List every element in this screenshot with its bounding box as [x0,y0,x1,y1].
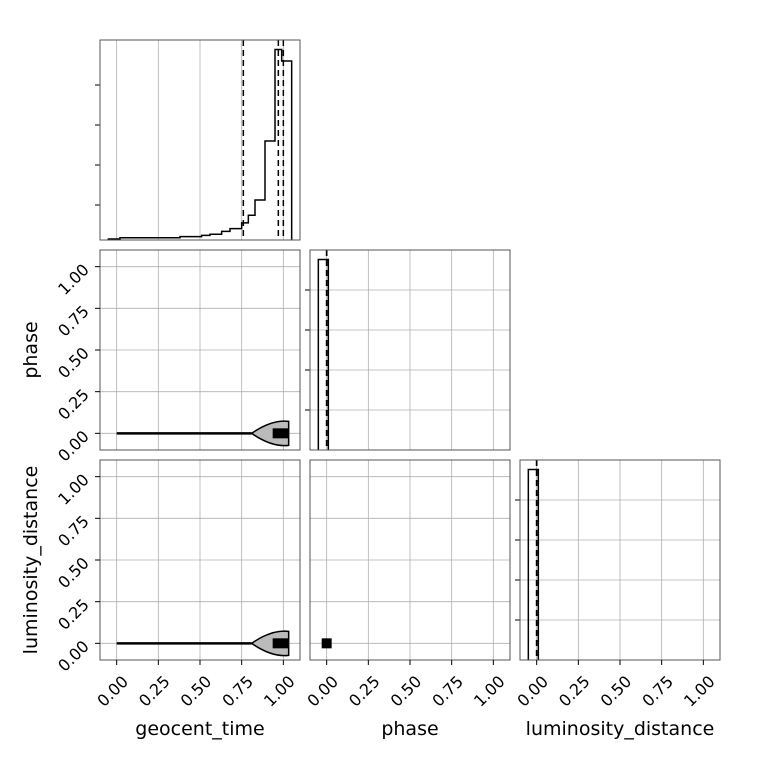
histogram-step-line [107,48,293,240]
scatter-geocent_time-luminosity_distance [95,459,301,665]
x-tick-label: 1.00 [260,672,299,711]
histogram-luminosity_distance [515,459,721,665]
scatter-point [321,638,332,649]
y-tick-label: 0.00 [54,427,93,466]
density-contour [250,420,290,447]
y-tick-label: 0.50 [54,343,93,382]
x-tick-label: 0.00 [513,672,552,711]
x-tick-label: 0.25 [345,672,384,711]
x-tick-label: 0.75 [428,672,467,711]
x-tick-label: 0.00 [93,672,132,711]
y-tick-label: 0.75 [54,302,93,341]
x-tick-label: 1.00 [470,672,509,711]
y-axis-label: phase [20,321,42,378]
y-axis-label: luminosity_distance [20,466,42,655]
x-tick-label: 1.00 [680,672,719,711]
density-peak [272,638,289,649]
y-tick-label: 0.00 [54,637,93,676]
y-tick-label: 1.00 [54,260,93,299]
x-tick-label: 0.25 [555,672,594,711]
y-tick-label: 0.25 [54,595,93,634]
scatter-phase-luminosity_distance [309,459,511,665]
histogram-step-line [317,258,330,450]
x-tick-label: 0.75 [638,672,677,711]
x-tick-label: 0.50 [177,672,216,711]
x-axis-label: luminosity_distance [526,718,715,740]
histogram-phase [305,249,511,451]
y-tick-label: 0.75 [54,512,93,551]
histogram-geocent_time [95,39,301,241]
scatter-geocent_time-phase [95,249,301,451]
density-peak [272,428,289,439]
y-tick-label: 0.25 [54,385,93,424]
x-tick-label: 0.50 [387,672,426,711]
x-axis-label: phase [381,718,438,740]
x-tick-label: 0.75 [218,672,257,711]
x-axis-label: geocent_time [135,718,264,740]
y-tick-label: 1.00 [54,470,93,509]
panel-frame [309,249,511,451]
y-tick-label: 0.50 [54,553,93,592]
x-tick-label: 0.50 [597,672,636,711]
x-tick-label: 0.25 [135,672,174,711]
histogram-step-line [527,468,540,660]
density-contour [250,630,290,657]
panel-frame [99,39,301,241]
x-tick-label: 0.00 [303,672,342,711]
